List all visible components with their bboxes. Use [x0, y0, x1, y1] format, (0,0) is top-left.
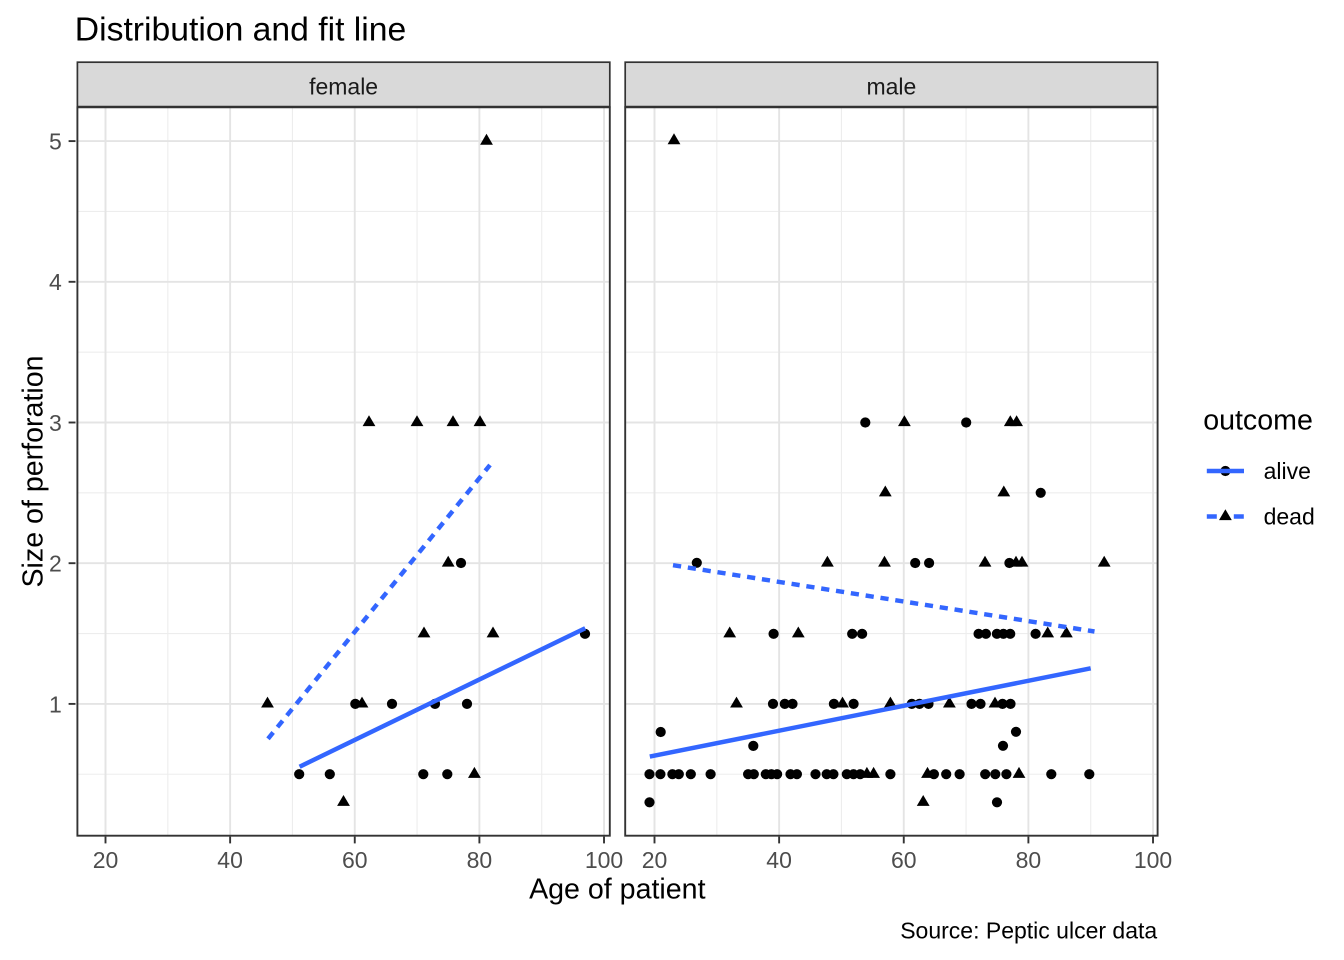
- svg-text:outcome: outcome: [1203, 405, 1313, 437]
- svg-text:3: 3: [49, 410, 62, 436]
- svg-text:100: 100: [1134, 847, 1172, 873]
- svg-text:alive: alive: [1264, 458, 1311, 484]
- svg-text:5: 5: [49, 129, 62, 155]
- svg-text:Source: Peptic ulcer data: Source: Peptic ulcer data: [900, 918, 1157, 944]
- svg-text:60: 60: [891, 847, 917, 873]
- svg-text:80: 80: [1016, 847, 1042, 873]
- svg-text:80: 80: [467, 847, 493, 873]
- svg-text:Age of patient: Age of patient: [529, 873, 706, 905]
- svg-text:4: 4: [49, 269, 62, 295]
- svg-text:20: 20: [642, 847, 668, 873]
- svg-text:1: 1: [49, 691, 62, 717]
- svg-text:40: 40: [217, 847, 243, 873]
- svg-text:20: 20: [93, 847, 119, 873]
- svg-text:male: male: [866, 74, 916, 100]
- svg-text:dead: dead: [1264, 504, 1315, 530]
- svg-text:100: 100: [585, 847, 623, 873]
- svg-text:2: 2: [49, 551, 62, 577]
- svg-text:60: 60: [342, 847, 368, 873]
- svg-text:40: 40: [766, 847, 792, 873]
- svg-text:Distribution and fit line: Distribution and fit line: [75, 10, 406, 48]
- svg-text:female: female: [309, 74, 378, 100]
- svg-text:Size of perforation: Size of perforation: [17, 355, 49, 587]
